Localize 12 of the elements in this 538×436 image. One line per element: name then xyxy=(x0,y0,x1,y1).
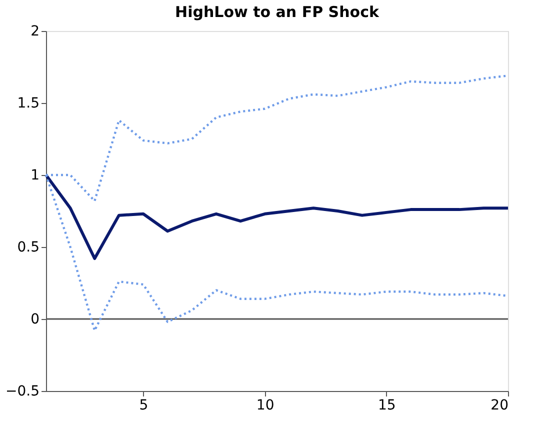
line-series xyxy=(44,174,510,260)
y-tick-label: 0.5 xyxy=(17,240,40,256)
y-tick-label: 1.5 xyxy=(17,96,40,112)
y-tick-label: 0 xyxy=(30,312,40,328)
x-tick-label: 10 xyxy=(256,398,274,414)
y-tick-label: 2 xyxy=(30,24,40,40)
y-tick-label: 1 xyxy=(30,168,40,184)
x-tick-label: 20 xyxy=(490,398,508,414)
x-tick-label: 15 xyxy=(378,398,396,414)
chart-title: HighLow to an FP Shock xyxy=(175,3,380,21)
y-tick-label: −0.5 xyxy=(6,384,40,400)
x-tick-label: 5 xyxy=(139,398,148,414)
